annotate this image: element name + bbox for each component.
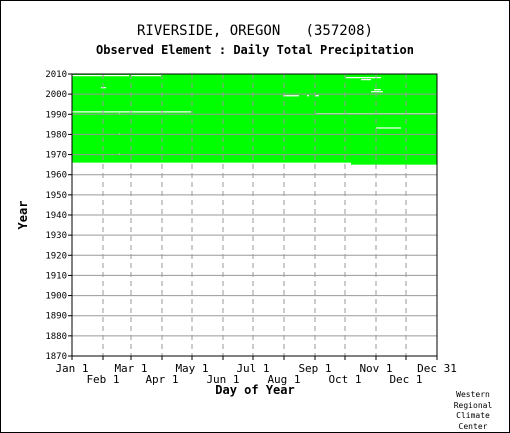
plot-axes: 1870 1880 1890 1900 1910 1920 1930 1940 1950 1960…: [45, 70, 457, 386]
x-tick-label: Jul 1: [236, 362, 269, 375]
y-tick-label: 1910: [45, 271, 67, 281]
missing-data-gap: [72, 75, 129, 77]
y-tick-label: 1880: [45, 332, 67, 342]
y-tick-label: 1980: [45, 130, 67, 140]
chart-title: RIVERSIDE, OREGON (357208): [136, 23, 373, 39]
missing-data-gap: [307, 95, 309, 97]
x-tick-label: Feb 1: [86, 373, 119, 386]
credit-line: Climate: [456, 411, 490, 420]
chart-subtitle: Observed Element : Daily Total Precipita…: [96, 43, 414, 57]
y-tick-label: 2000: [45, 90, 67, 100]
x-tick-label: Nov 1: [359, 362, 392, 375]
credit-line: Center: [458, 421, 488, 431]
y-tick-label: 1900: [45, 292, 67, 302]
x-tick-label: Jan 1: [55, 362, 88, 375]
credit-line: Western: [456, 390, 490, 399]
x-tick-label: Dec 1: [389, 373, 422, 386]
missing-data-gap: [131, 75, 161, 77]
missing-data-gap: [371, 91, 383, 93]
missing-data-gap: [283, 95, 299, 97]
y-tick-label: 1990: [45, 110, 67, 120]
missing-data-gap: [315, 95, 319, 97]
x-tick-label: Aug 1: [267, 373, 300, 386]
y-tick-label: 1940: [45, 211, 67, 221]
missing-data-gap: [376, 127, 401, 129]
x-tick-label: Jun 1: [206, 373, 239, 386]
y-axis-label: Year: [16, 200, 30, 230]
x-tick-label: Mar 1: [114, 362, 147, 375]
data-coverage-block: [72, 74, 351, 163]
x-tick-label: Oct 1: [328, 373, 361, 386]
y-tick-label: 2010: [45, 70, 67, 80]
x-tick-label: Sep 1: [298, 362, 331, 375]
plot-border: [71, 73, 438, 357]
x-tick-label: May 1: [175, 362, 208, 375]
plot-data-layer: [72, 74, 437, 165]
y-tick-label: 1870: [45, 352, 67, 362]
missing-data-gap: [346, 77, 381, 79]
plot-grid: [72, 74, 437, 356]
y-tick-label: 1920: [45, 251, 67, 261]
y-tick-label: 1890: [45, 312, 67, 322]
y-tick-label: 1930: [45, 231, 67, 241]
missing-data-gap: [374, 89, 381, 91]
x-tick-label: Dec 31: [417, 362, 457, 375]
credit-line: Regional: [453, 400, 493, 410]
y-tick-label: 1960: [45, 171, 67, 181]
y-tick-label: 1970: [45, 151, 67, 161]
y-tick-label: 1950: [45, 191, 67, 201]
data-coverage-block: [351, 74, 437, 165]
credit-text: Western Regional Climate Center: [448, 390, 498, 432]
missing-data-gap: [361, 79, 371, 81]
x-axis-label: Day of Year: [215, 383, 295, 397]
x-tick-label: Apr 1: [145, 373, 178, 386]
